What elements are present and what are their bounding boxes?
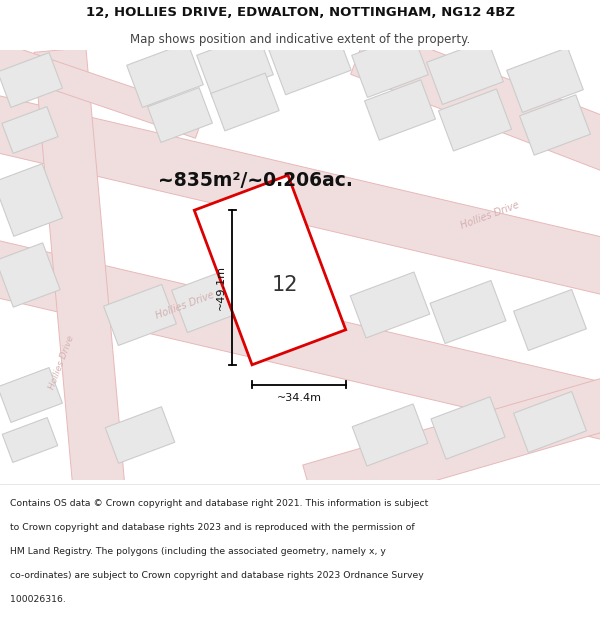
Polygon shape xyxy=(34,48,126,503)
Text: Hollies Drive: Hollies Drive xyxy=(154,289,216,321)
Text: Hollies Drive: Hollies Drive xyxy=(459,199,521,231)
Polygon shape xyxy=(506,48,583,112)
Polygon shape xyxy=(365,80,436,140)
Text: ~34.4m: ~34.4m xyxy=(277,392,322,402)
Text: Contains OS data © Crown copyright and database right 2021. This information is : Contains OS data © Crown copyright and d… xyxy=(10,499,428,508)
Polygon shape xyxy=(0,52,62,107)
Polygon shape xyxy=(520,95,590,155)
Polygon shape xyxy=(105,407,175,463)
Polygon shape xyxy=(104,284,176,346)
Polygon shape xyxy=(2,107,58,153)
Polygon shape xyxy=(431,397,505,459)
Text: 12: 12 xyxy=(272,275,298,295)
Polygon shape xyxy=(197,32,274,98)
Polygon shape xyxy=(514,289,586,351)
Polygon shape xyxy=(0,164,62,236)
Polygon shape xyxy=(352,404,428,466)
Polygon shape xyxy=(350,26,600,174)
Polygon shape xyxy=(0,243,60,307)
Text: Map shows position and indicative extent of the property.: Map shows position and indicative extent… xyxy=(130,32,470,46)
Text: ~835m²/~0.206ac.: ~835m²/~0.206ac. xyxy=(158,171,352,189)
Polygon shape xyxy=(0,37,205,138)
Polygon shape xyxy=(0,92,600,298)
Polygon shape xyxy=(427,39,503,104)
Polygon shape xyxy=(148,88,212,142)
Polygon shape xyxy=(269,25,351,95)
Polygon shape xyxy=(514,391,586,452)
Text: to Crown copyright and database rights 2023 and is reproduced with the permissio: to Crown copyright and database rights 2… xyxy=(10,522,414,532)
Text: HM Land Registry. The polygons (including the associated geometry, namely x, y: HM Land Registry. The polygons (includin… xyxy=(10,547,385,556)
Polygon shape xyxy=(350,272,430,338)
Polygon shape xyxy=(0,368,62,423)
Polygon shape xyxy=(2,418,58,462)
Polygon shape xyxy=(194,175,346,365)
Text: co-ordinates) are subject to Crown copyright and database rights 2023 Ordnance S: co-ordinates) are subject to Crown copyr… xyxy=(10,571,424,579)
Polygon shape xyxy=(352,32,428,98)
Polygon shape xyxy=(439,89,512,151)
Polygon shape xyxy=(303,375,600,515)
Polygon shape xyxy=(211,73,279,131)
Text: 12, HOLLIES DRIVE, EDWALTON, NOTTINGHAM, NG12 4BZ: 12, HOLLIES DRIVE, EDWALTON, NOTTINGHAM,… xyxy=(86,6,515,19)
Polygon shape xyxy=(172,268,248,332)
Polygon shape xyxy=(127,42,203,107)
Polygon shape xyxy=(430,281,506,344)
Text: Hollies Drive: Hollies Drive xyxy=(48,334,76,390)
Text: 100026316.: 100026316. xyxy=(10,594,65,604)
Polygon shape xyxy=(0,238,600,442)
Text: ~49.1m: ~49.1m xyxy=(216,265,226,310)
